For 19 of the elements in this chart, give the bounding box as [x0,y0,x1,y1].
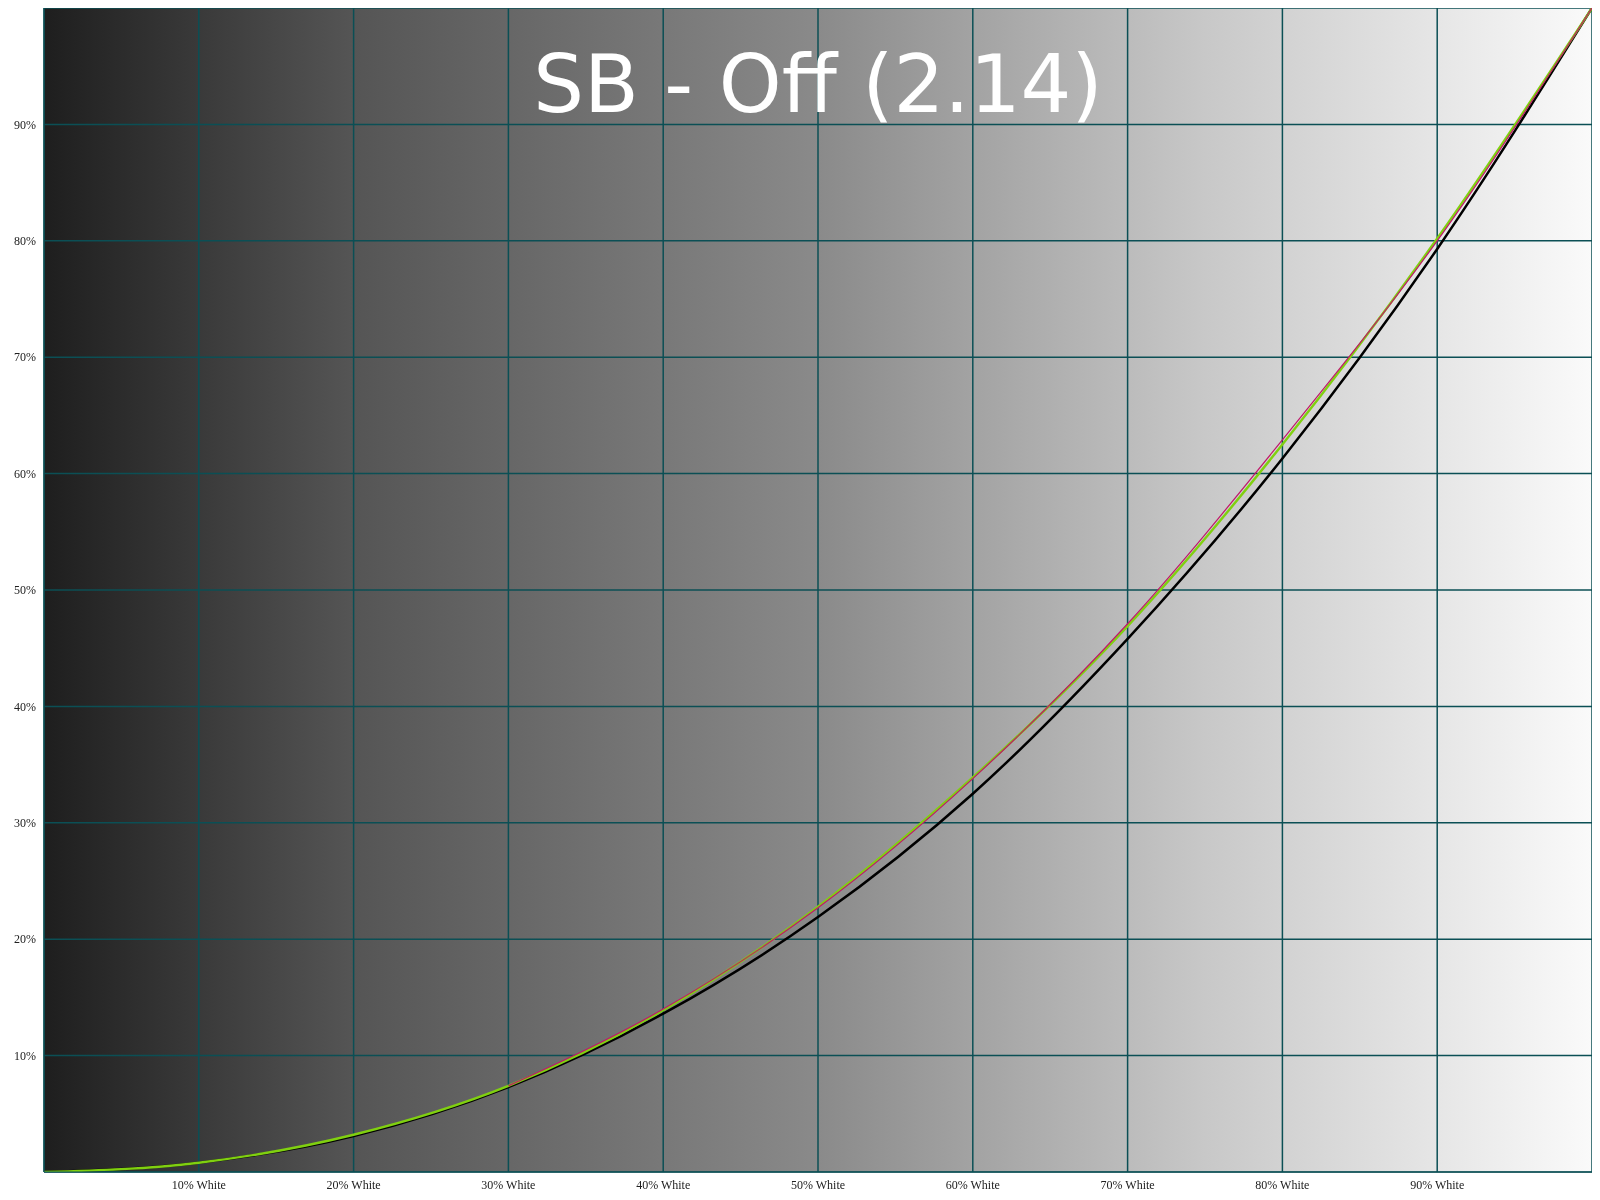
x-tick-label: 70% White [1100,1177,1155,1192]
y-tick-label: 70% [14,350,36,365]
y-tick-label: 80% [14,234,36,249]
x-tick-label: 30% White [481,1177,536,1192]
y-tick-label: 20% [14,932,36,947]
x-tick-label: 90% White [1410,1177,1465,1192]
x-tick-label: 60% White [945,1177,1000,1192]
x-tick-label: 80% White [1255,1177,1310,1192]
x-tick-label: 40% White [636,1177,691,1192]
y-tick-label: 60% [14,466,36,481]
line-series [507,8,1592,1087]
y-tick-label: 30% [14,816,36,831]
x-tick-label: 10% White [171,1177,226,1192]
y-tick-label: 40% [14,699,36,714]
y-tick-label: 50% [14,583,36,598]
y-tick-label: 90% [14,117,36,132]
x-tick-label: 20% White [326,1177,381,1192]
y-tick-label: 10% [14,1048,36,1063]
x-tick-label: 50% White [790,1177,846,1192]
